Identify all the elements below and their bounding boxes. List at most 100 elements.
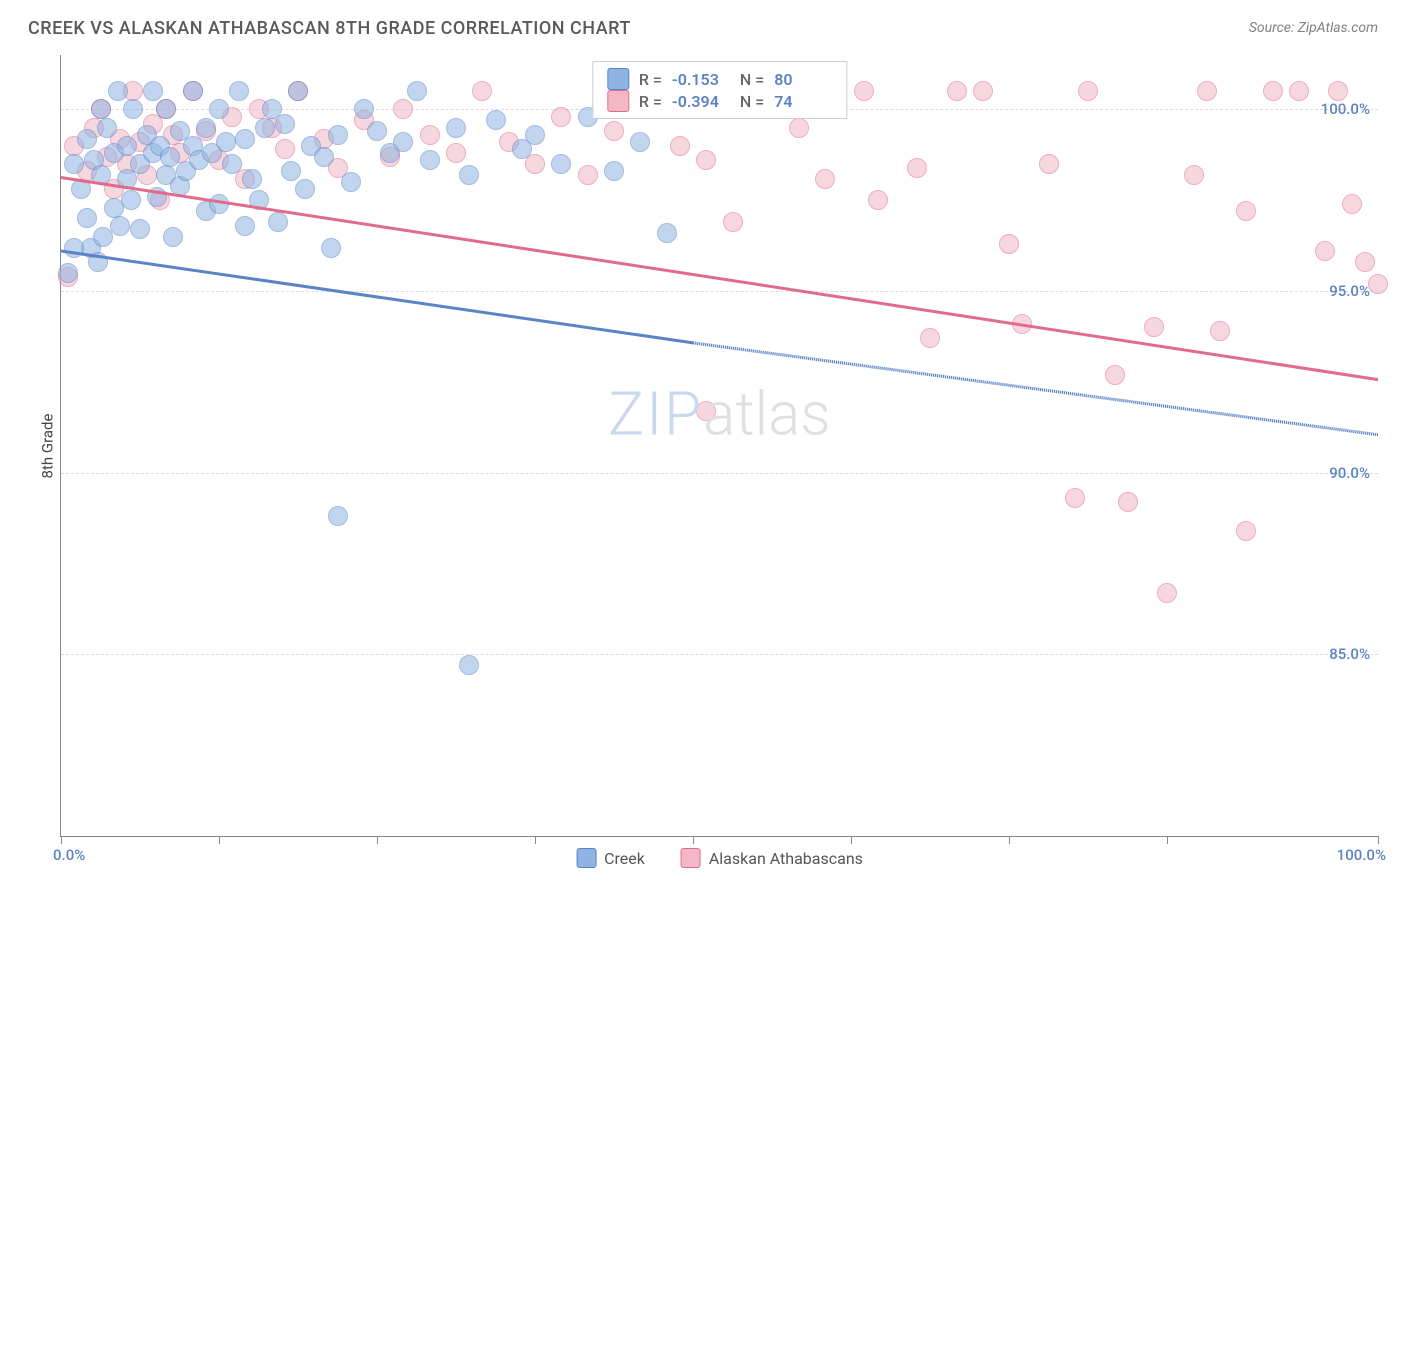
chart-container: CREEK VS ALASKAN ATHABASCAN 8TH GRADE CO…: [0, 0, 1406, 892]
data-point: [459, 655, 479, 675]
data-point: [1355, 252, 1375, 272]
data-point: [486, 110, 506, 130]
data-point: [189, 150, 209, 170]
data-point: [235, 216, 255, 236]
data-point: [150, 136, 170, 156]
data-point: [249, 190, 269, 210]
stats-legend: R = -0.153 N = 80 R = -0.394 N = 74: [592, 61, 847, 119]
data-point: [380, 147, 400, 167]
data-point: [696, 401, 716, 421]
data-point: [160, 147, 180, 167]
data-point: [137, 165, 157, 185]
data-point: [121, 190, 141, 210]
data-point: [117, 154, 137, 174]
data-point: [77, 208, 97, 228]
data-point: [268, 212, 288, 232]
data-point: [64, 154, 84, 174]
legend-item: Alaskan Athabascans: [681, 848, 863, 868]
data-point: [525, 125, 545, 145]
data-point: [222, 154, 242, 174]
data-point: [657, 223, 677, 243]
data-point: [868, 190, 888, 210]
data-point: [295, 179, 315, 199]
plot-area: 85.0%90.0%95.0%100.0%0.0%100.0% ZIPatlas…: [60, 55, 1378, 837]
data-point: [196, 121, 216, 141]
data-point: [367, 121, 387, 141]
data-point: [84, 118, 104, 138]
legend-swatch: [681, 848, 701, 868]
x-tick: [1378, 836, 1379, 844]
data-point: [275, 139, 295, 159]
data-point: [459, 165, 479, 185]
data-point: [670, 136, 690, 156]
data-point: [64, 136, 84, 156]
data-point: [163, 125, 183, 145]
data-point: [183, 136, 203, 156]
r-value-creek: -0.153: [672, 70, 730, 89]
data-point: [525, 154, 545, 174]
data-point: [328, 125, 348, 145]
data-point: [117, 136, 137, 156]
data-point: [104, 198, 124, 218]
data-point: [183, 81, 203, 101]
data-point: [999, 234, 1019, 254]
x-tick: [851, 836, 852, 844]
x-tick: [61, 836, 62, 844]
data-point: [1065, 488, 1085, 508]
data-point: [1184, 165, 1204, 185]
data-point: [91, 165, 111, 185]
data-point: [64, 238, 84, 258]
data-point: [104, 143, 124, 163]
data-point: [216, 132, 236, 152]
data-point: [907, 158, 927, 178]
x-tick: [219, 836, 220, 844]
n-value-creek: 80: [774, 70, 832, 89]
stats-row-athabascan: R = -0.394 N = 74: [607, 90, 832, 112]
data-point: [110, 129, 130, 149]
data-point: [288, 81, 308, 101]
data-point: [815, 169, 835, 189]
data-point: [420, 125, 440, 145]
data-point: [1328, 81, 1348, 101]
gridline: [61, 473, 1378, 474]
data-point: [1144, 317, 1164, 337]
y-tick-label: 95.0%: [1329, 282, 1370, 300]
y-axis-label: 8th Grade: [38, 414, 56, 479]
data-point: [1263, 81, 1283, 101]
data-point: [93, 227, 113, 247]
data-point: [301, 136, 321, 156]
x-tick: [1167, 836, 1168, 844]
data-point: [341, 172, 361, 192]
data-point: [242, 169, 262, 189]
data-point: [147, 187, 167, 207]
data-point: [328, 158, 348, 178]
data-point: [108, 81, 128, 101]
data-point: [143, 81, 163, 101]
data-point: [163, 227, 183, 247]
data-point: [1157, 583, 1177, 603]
data-point: [71, 179, 91, 199]
data-point: [1105, 365, 1125, 385]
data-point: [472, 81, 492, 101]
data-point: [696, 150, 716, 170]
data-point: [512, 139, 532, 159]
source-attribution: Source: ZipAtlas.com: [1249, 20, 1378, 36]
data-point: [77, 161, 97, 181]
data-point: [130, 219, 150, 239]
data-point: [1118, 492, 1138, 512]
data-point: [1315, 241, 1335, 261]
data-point: [789, 118, 809, 138]
stats-row-creek: R = -0.153 N = 80: [607, 68, 832, 90]
x-label-left: 0.0%: [53, 846, 85, 864]
legend-item: Creek: [576, 848, 645, 868]
data-point: [1039, 154, 1059, 174]
data-point: [420, 150, 440, 170]
gridline: [61, 291, 1378, 292]
data-point: [84, 150, 104, 170]
r-value-athabascan: -0.394: [672, 92, 730, 111]
data-point: [196, 118, 216, 138]
data-point: [275, 114, 295, 134]
data-point: [1342, 194, 1362, 214]
x-tick: [377, 836, 378, 844]
data-point: [110, 216, 130, 236]
